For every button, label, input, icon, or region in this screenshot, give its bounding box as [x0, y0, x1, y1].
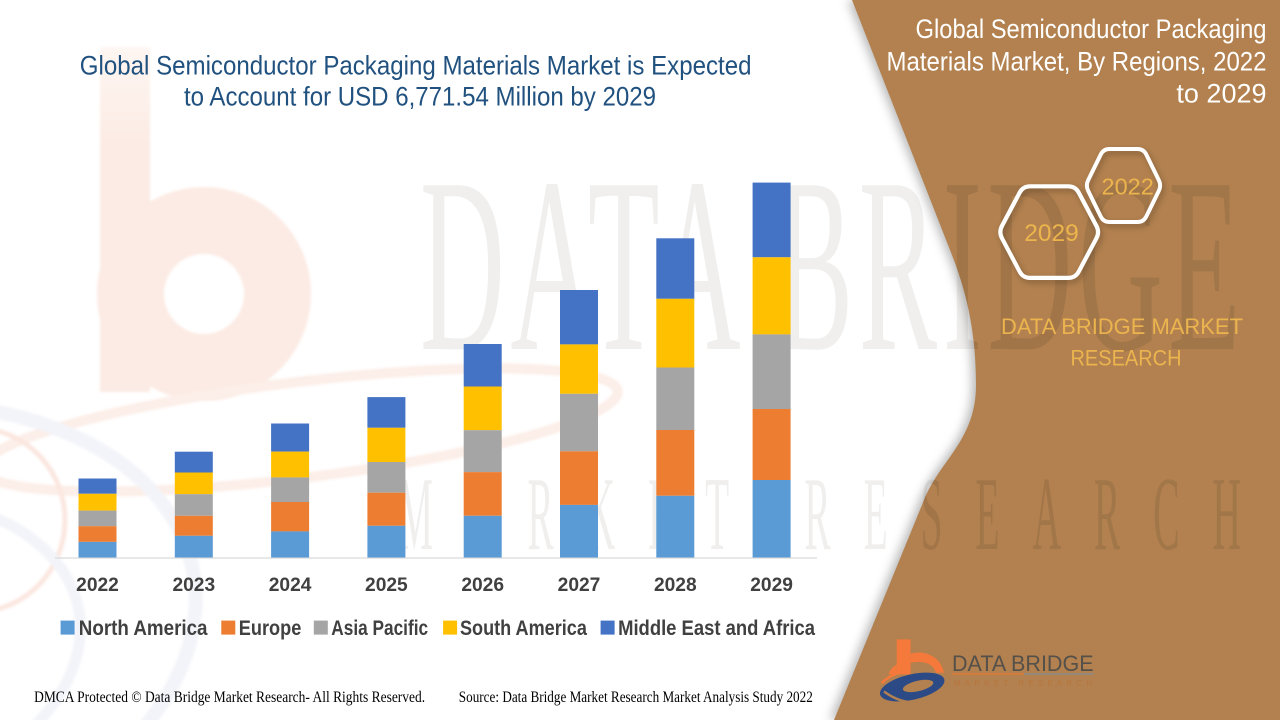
svg-text:MARKET RESEARCH: MARKET RESEARCH — [398, 456, 1274, 573]
svg-text:South America: South America — [460, 617, 587, 640]
svg-text:2024: 2024 — [269, 575, 312, 596]
svg-text:2023: 2023 — [172, 575, 215, 596]
svg-text:2028: 2028 — [654, 575, 697, 596]
svg-text:Europe: Europe — [239, 617, 301, 640]
svg-text:2027: 2027 — [558, 575, 601, 596]
svg-text:MARKET RESEARCH: MARKET RESEARCH — [954, 679, 1092, 688]
svg-text:2022: 2022 — [76, 575, 119, 596]
svg-text:Source: Data Bridge Market Res: Source: Data Bridge Market Research Mark… — [459, 689, 813, 706]
svg-text:Materials Market, By Regions,: Materials Market, By Regions, 2022 — [887, 47, 1267, 77]
svg-text:to 2029: to 2029 — [1176, 79, 1266, 109]
svg-text:DATA BRIDGE: DATA BRIDGE — [420, 128, 1240, 404]
svg-text:DATA BRIDGE MARKET: DATA BRIDGE MARKET — [1001, 314, 1243, 339]
svg-text:to Account for USD 6,771.54 Mi: to Account for USD 6,771.54 Million by 2… — [184, 82, 656, 112]
svg-text:Middle East and Africa: Middle East and Africa — [618, 617, 815, 640]
svg-text:RESEARCH: RESEARCH — [1071, 345, 1182, 370]
svg-text:DMCA Protected © Data Bridge M: DMCA Protected © Data Bridge Market Rese… — [34, 689, 425, 706]
svg-text:2029: 2029 — [1024, 220, 1079, 247]
svg-text:2022: 2022 — [1102, 173, 1154, 199]
svg-text:Global Semiconductor Packaging: Global Semiconductor Packaging Materials… — [80, 51, 752, 81]
svg-text:Global Semiconductor Packaging: Global Semiconductor Packaging — [916, 14, 1267, 44]
svg-text:2029: 2029 — [750, 575, 793, 596]
svg-text:2025: 2025 — [365, 575, 408, 596]
svg-text:DATA BRIDGE: DATA BRIDGE — [952, 651, 1094, 676]
svg-text:Asia Pacific: Asia Pacific — [331, 617, 428, 640]
svg-text:2026: 2026 — [461, 575, 504, 596]
svg-text:North America: North America — [79, 617, 208, 640]
